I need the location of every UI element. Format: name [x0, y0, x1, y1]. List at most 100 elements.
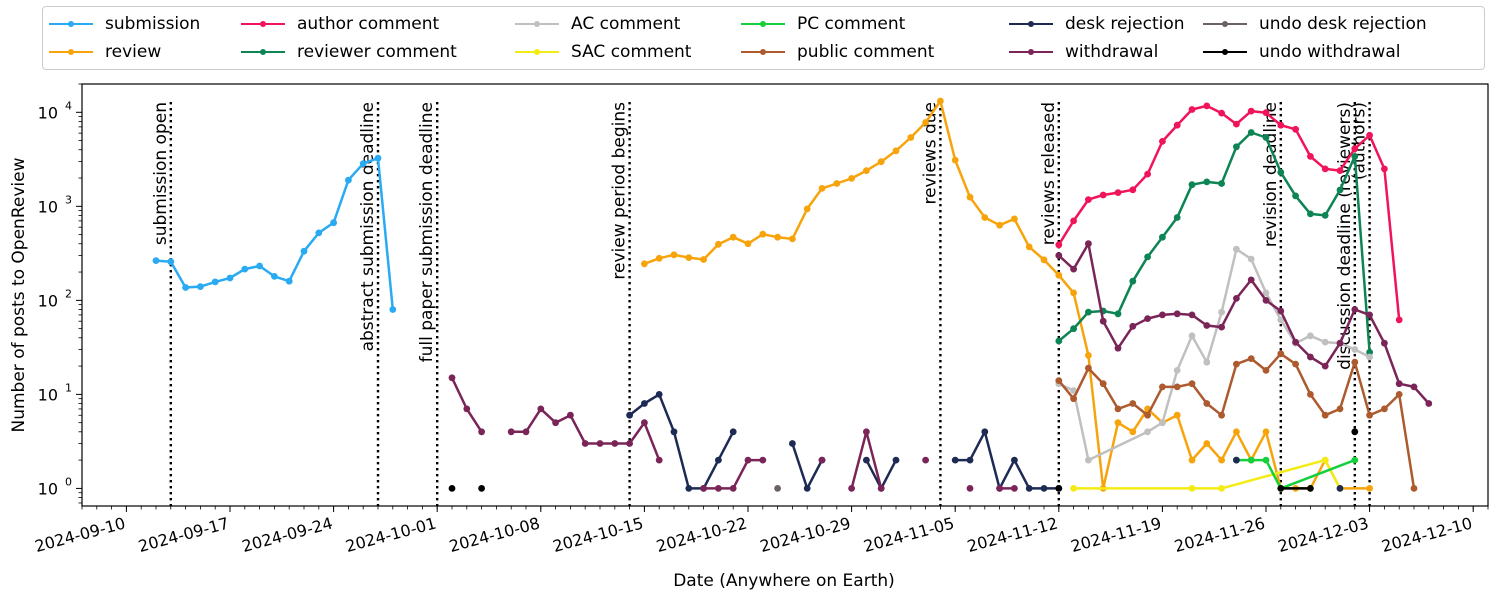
legend-item: review — [49, 40, 161, 64]
data-point — [300, 247, 308, 255]
data-point — [1292, 192, 1299, 200]
data-point — [1395, 391, 1403, 398]
data-point — [567, 411, 574, 419]
plot-frame — [81, 83, 1489, 507]
y-tick-label: 10 — [38, 385, 58, 404]
data-point — [1188, 332, 1196, 340]
data-point — [1321, 212, 1329, 219]
data-point — [1351, 153, 1359, 160]
data-point — [1277, 121, 1285, 129]
data-point — [1188, 485, 1196, 492]
data-point — [478, 485, 485, 492]
x-tick-label: 2024-10-29 — [758, 514, 853, 556]
legend-swatch — [1009, 14, 1053, 34]
y-tick-exponent: 3 — [65, 193, 72, 206]
data-point — [1410, 383, 1418, 391]
data-point — [507, 428, 515, 436]
data-point — [1336, 339, 1344, 347]
x-tick-label: 2024-11-12 — [965, 514, 1060, 556]
data-point — [1247, 107, 1255, 115]
data-point — [1203, 102, 1211, 110]
deadline-label: abstract submission deadline — [358, 102, 378, 351]
data-point — [1262, 297, 1270, 304]
data-point — [581, 440, 589, 447]
data-point — [1381, 339, 1388, 347]
data-point — [1188, 106, 1196, 113]
data-point — [522, 428, 530, 436]
legend-item: reviewer comment — [241, 40, 457, 64]
series-AC-comment — [1055, 245, 1373, 464]
data-point — [1159, 419, 1166, 427]
series-line — [1057, 352, 1416, 490]
legend-label: withdrawal — [1065, 42, 1159, 62]
data-point — [1040, 485, 1048, 492]
data-point — [197, 283, 204, 290]
data-point — [1247, 255, 1255, 263]
data-point — [1159, 233, 1166, 241]
data-point — [626, 411, 633, 419]
data-point — [1233, 245, 1240, 253]
data-point — [1173, 411, 1181, 419]
data-point — [1040, 256, 1048, 264]
data-point — [463, 405, 471, 413]
data-point — [1159, 383, 1166, 391]
data-point — [774, 233, 781, 241]
data-point — [863, 456, 870, 464]
x-tick-label: 2024-09-24 — [240, 514, 335, 556]
data-point — [1085, 240, 1092, 248]
data-point — [833, 180, 841, 187]
data-point — [877, 158, 885, 166]
data-point — [729, 233, 737, 241]
data-point — [1085, 364, 1092, 372]
data-point — [1321, 456, 1329, 464]
data-point — [1218, 485, 1225, 492]
series-author-comment — [1055, 102, 1403, 324]
y-tick-exponent: 4 — [65, 99, 72, 112]
data-point — [1055, 337, 1063, 345]
data-point — [1381, 405, 1388, 413]
data-point — [1055, 241, 1063, 249]
data-point — [685, 485, 693, 492]
data-point — [1262, 109, 1270, 117]
series-line — [1072, 458, 1342, 490]
data-point — [256, 262, 263, 270]
deadline-label: reviews released — [1039, 102, 1059, 245]
data-point — [1247, 276, 1255, 284]
data-point — [1262, 428, 1270, 436]
data-point — [1011, 485, 1018, 492]
data-point — [892, 456, 900, 464]
legend-label: desk rejection — [1065, 14, 1185, 34]
data-point — [848, 485, 855, 492]
data-point — [1203, 400, 1211, 407]
data-point — [1144, 411, 1151, 419]
data-point — [1129, 400, 1137, 407]
data-point — [1321, 165, 1329, 173]
data-point — [789, 440, 796, 447]
legend-label: SAC comment — [571, 42, 692, 62]
data-point — [863, 167, 870, 175]
x-tick-label: 2024-10-22 — [654, 514, 749, 556]
series-line — [1057, 247, 1371, 462]
data-point — [729, 428, 737, 436]
y-tick-label: 10 — [38, 291, 58, 310]
x-tick-label: 2024-11-19 — [1069, 514, 1164, 556]
data-point — [1085, 196, 1092, 204]
data-point — [1099, 317, 1107, 325]
data-point — [1114, 344, 1122, 352]
series-desk-rejection — [626, 391, 1344, 492]
legend-swatch — [49, 14, 93, 34]
data-point — [1218, 180, 1225, 187]
legend-item: undo desk rejection — [1203, 12, 1427, 36]
data-point — [1144, 253, 1151, 261]
data-point — [241, 265, 249, 273]
data-point — [1307, 485, 1314, 492]
data-point — [848, 175, 855, 182]
data-point — [1307, 332, 1314, 340]
data-point — [1188, 380, 1196, 388]
data-point — [1203, 440, 1211, 447]
data-point — [1129, 277, 1137, 285]
data-point — [1233, 428, 1240, 436]
x-tick-label: 2024-11-05 — [862, 514, 957, 556]
data-point — [1277, 485, 1285, 492]
data-point — [1292, 360, 1299, 368]
